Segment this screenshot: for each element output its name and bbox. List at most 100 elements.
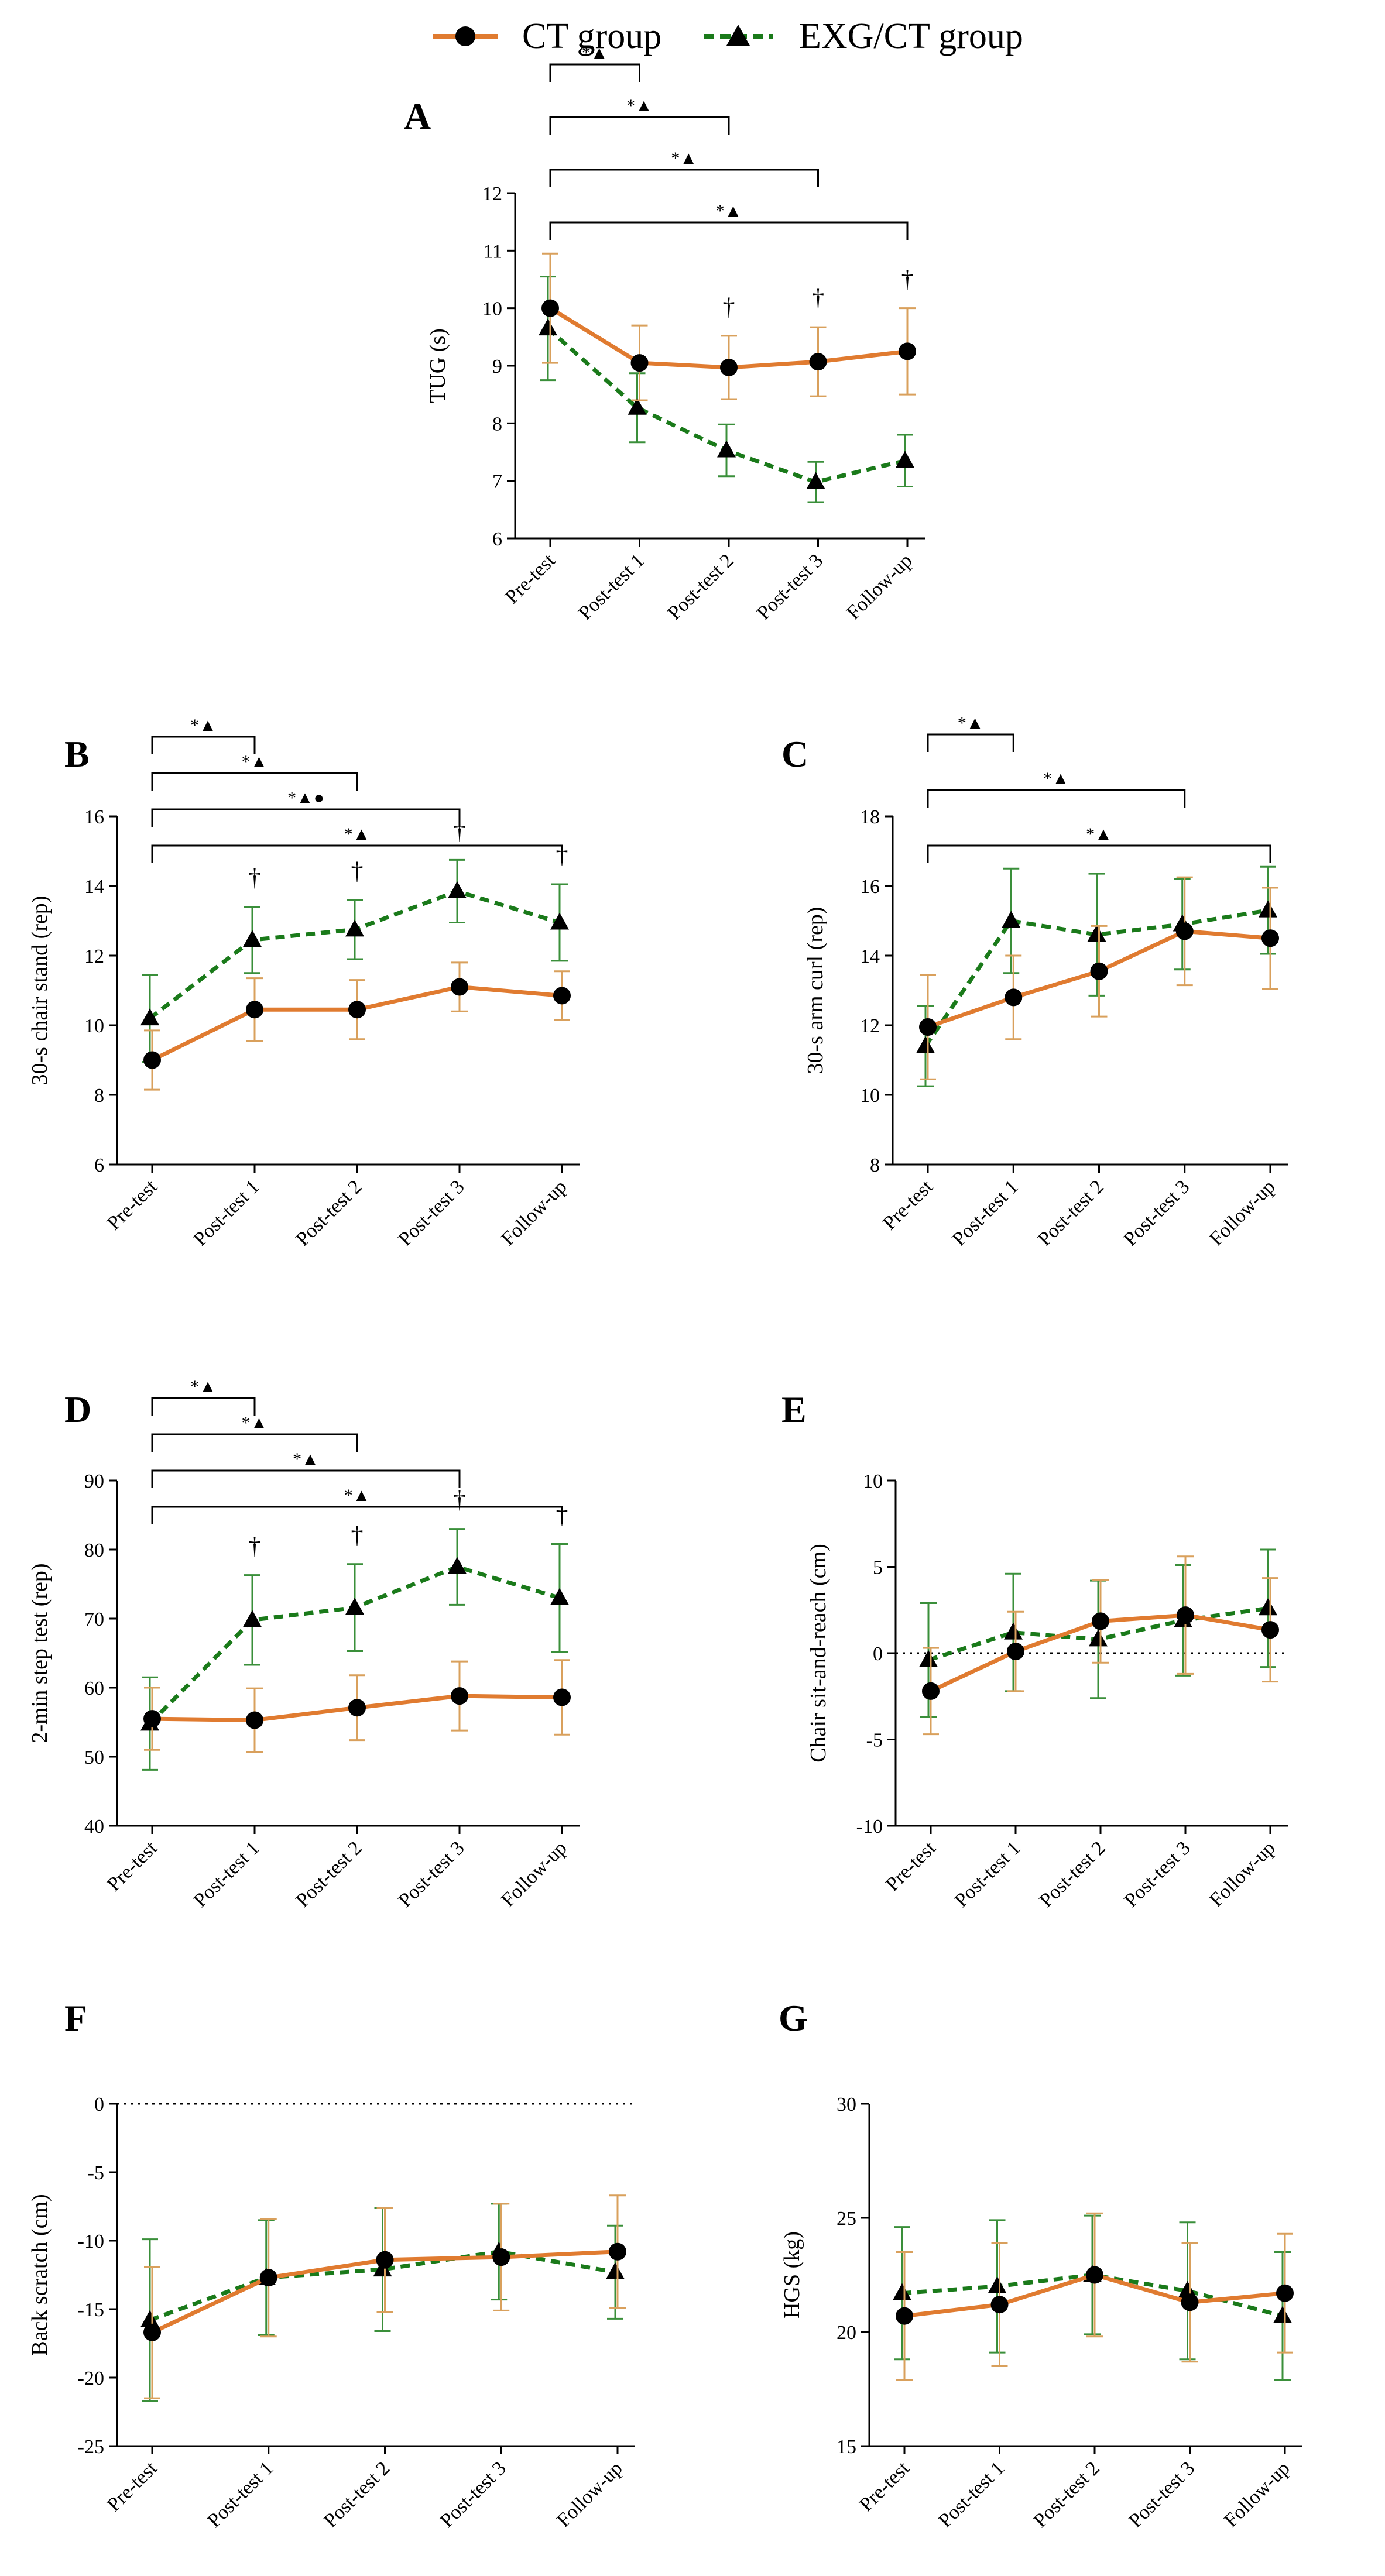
dagger-marker: † (723, 294, 735, 321)
legend-ct-marker (455, 26, 475, 46)
exg-point (896, 451, 914, 468)
panel-d: D 40 50 60 70 80 90 Pre-test Post-test 1 Post-tes… (28, 1377, 580, 1912)
dagger-marker: † (901, 266, 914, 293)
significance-bracket (927, 789, 1186, 808)
y-tick-label: 12 (860, 1015, 880, 1037)
exg-point (550, 1588, 569, 1605)
exg-point (628, 397, 647, 415)
y-tick-label: -10 (78, 2231, 104, 2252)
ct-point (1005, 988, 1023, 1007)
panel-letter: A (404, 95, 431, 137)
y-tick-label: 6 (492, 528, 502, 550)
x-tick-label: Post-test 1 (951, 1837, 1025, 1911)
exg-point (448, 881, 467, 898)
significance-bracket (549, 116, 730, 135)
y-axis-title: Chair sit-and-reach (cm) (806, 1544, 831, 1763)
ct-point (1261, 929, 1279, 947)
ct-point (630, 354, 649, 372)
x-tick-label: Post-test 2 (1036, 1837, 1110, 1911)
ct-point (1007, 1643, 1024, 1661)
ct-point (919, 1018, 937, 1036)
y-tick-label: -5 (88, 2162, 104, 2184)
y-tick-label: 0 (873, 1643, 883, 1665)
x-tick-label: Post-test 3 (395, 1837, 469, 1911)
panel-letter: E (781, 1389, 807, 1430)
ct-point (246, 1001, 263, 1019)
dagger-marker: † (556, 842, 568, 869)
y-tick-label: 12 (482, 183, 502, 205)
y-tick-label: 15 (837, 2436, 856, 2458)
x-tick-label: Post-test 3 (1125, 2457, 1199, 2532)
panel-f: F -25 -20 -15 -10 -5 0 Pre-test Post-test 1 Post-… (28, 1997, 635, 2532)
y-tick-label: 0 (94, 2094, 104, 2115)
y-tick-label: 80 (84, 1540, 104, 1561)
ct-point (553, 987, 571, 1005)
y-tick-label: 25 (837, 2208, 856, 2230)
x-tick-label: Follow-up (553, 2457, 626, 2531)
x-tick-label: Post-test 2 (320, 2457, 394, 2532)
y-tick-label: 20 (837, 2322, 856, 2344)
y-tick-label: -20 (78, 2368, 104, 2389)
significance-bracket (927, 733, 1014, 752)
y-tick-label: -5 (866, 1730, 883, 1751)
x-tick-label: Post-test 2 (664, 549, 738, 624)
x-tick-label: Follow-up (1220, 2457, 1294, 2531)
significance-label: *▲ (716, 201, 742, 221)
significance-label: *▲ (1043, 769, 1069, 788)
ct-point (348, 1699, 366, 1717)
x-tick-label: Post-test 2 (1030, 2457, 1104, 2532)
exg-point (140, 2310, 159, 2327)
y-tick-label: 6 (94, 1155, 104, 1176)
y-tick-label: -15 (78, 2299, 104, 2321)
panel-g: G 15 20 25 30 Pre-test Post-test 1 Post-test 2 P… (779, 1997, 1302, 2532)
significance-label: *▲ (582, 43, 608, 63)
exg-point (345, 919, 364, 937)
x-tick-label: Post-test 1 (574, 549, 649, 624)
exg-point (345, 1598, 364, 1615)
y-tick-label: 90 (84, 1471, 104, 1492)
ct-point (541, 299, 559, 317)
y-tick-label: 5 (873, 1557, 883, 1579)
significance-bracket (927, 844, 1271, 863)
y-tick-label: 8 (94, 1085, 104, 1107)
y-tick-label: -25 (78, 2436, 104, 2458)
panel-letter: B (64, 733, 90, 775)
x-tick-label: Post-test 3 (395, 1176, 469, 1250)
ct-point (1177, 1606, 1194, 1624)
significance-label: *▲ (1086, 825, 1112, 844)
ct-point (1261, 1621, 1279, 1639)
panel-e: E -10 -5 0 5 10 Pre-test Post-test 1 Post-test 2… (781, 1389, 1288, 1912)
x-tick-label: Post-test 3 (436, 2457, 510, 2532)
x-tick-label: Post-test 1 (190, 1837, 264, 1911)
y-tick-label: 18 (860, 806, 880, 828)
y-tick-label: 70 (84, 1609, 104, 1630)
x-tick-label: Pre-test (103, 1176, 162, 1234)
y-axis-title: 2-min step test (rep) (28, 1563, 52, 1743)
legend-exg-label: EXG/CT group (799, 16, 1023, 56)
ct-point (899, 342, 916, 360)
significance-bracket (151, 844, 563, 863)
y-axis-title: Back scratch (cm) (28, 2194, 52, 2355)
y-tick-label: 11 (483, 241, 502, 262)
ct-point (1086, 2266, 1103, 2284)
exg-point (606, 2262, 625, 2279)
x-tick-label: Post-test 1 (934, 2457, 1009, 2532)
x-tick-label: Follow-up (1205, 1176, 1279, 1249)
significance-bracket (549, 63, 640, 82)
exg-point (550, 912, 569, 930)
significance-bracket (151, 1506, 563, 1524)
x-tick-label: Pre-test (882, 1837, 940, 1895)
exg-point (243, 1610, 262, 1627)
x-tick-label: Pre-test (501, 549, 560, 608)
y-tick-label: 12 (84, 946, 104, 967)
y-tick-label: 14 (860, 946, 880, 967)
significance-bracket (151, 1469, 461, 1488)
ct-point (143, 2323, 161, 2341)
y-tick-label: 30 (837, 2094, 856, 2115)
exg-point (539, 318, 557, 336)
exg-series (919, 1548, 1277, 1718)
significance-bracket (549, 221, 909, 240)
significance-label: *▲ (242, 1413, 268, 1433)
exg-point (988, 2276, 1007, 2293)
